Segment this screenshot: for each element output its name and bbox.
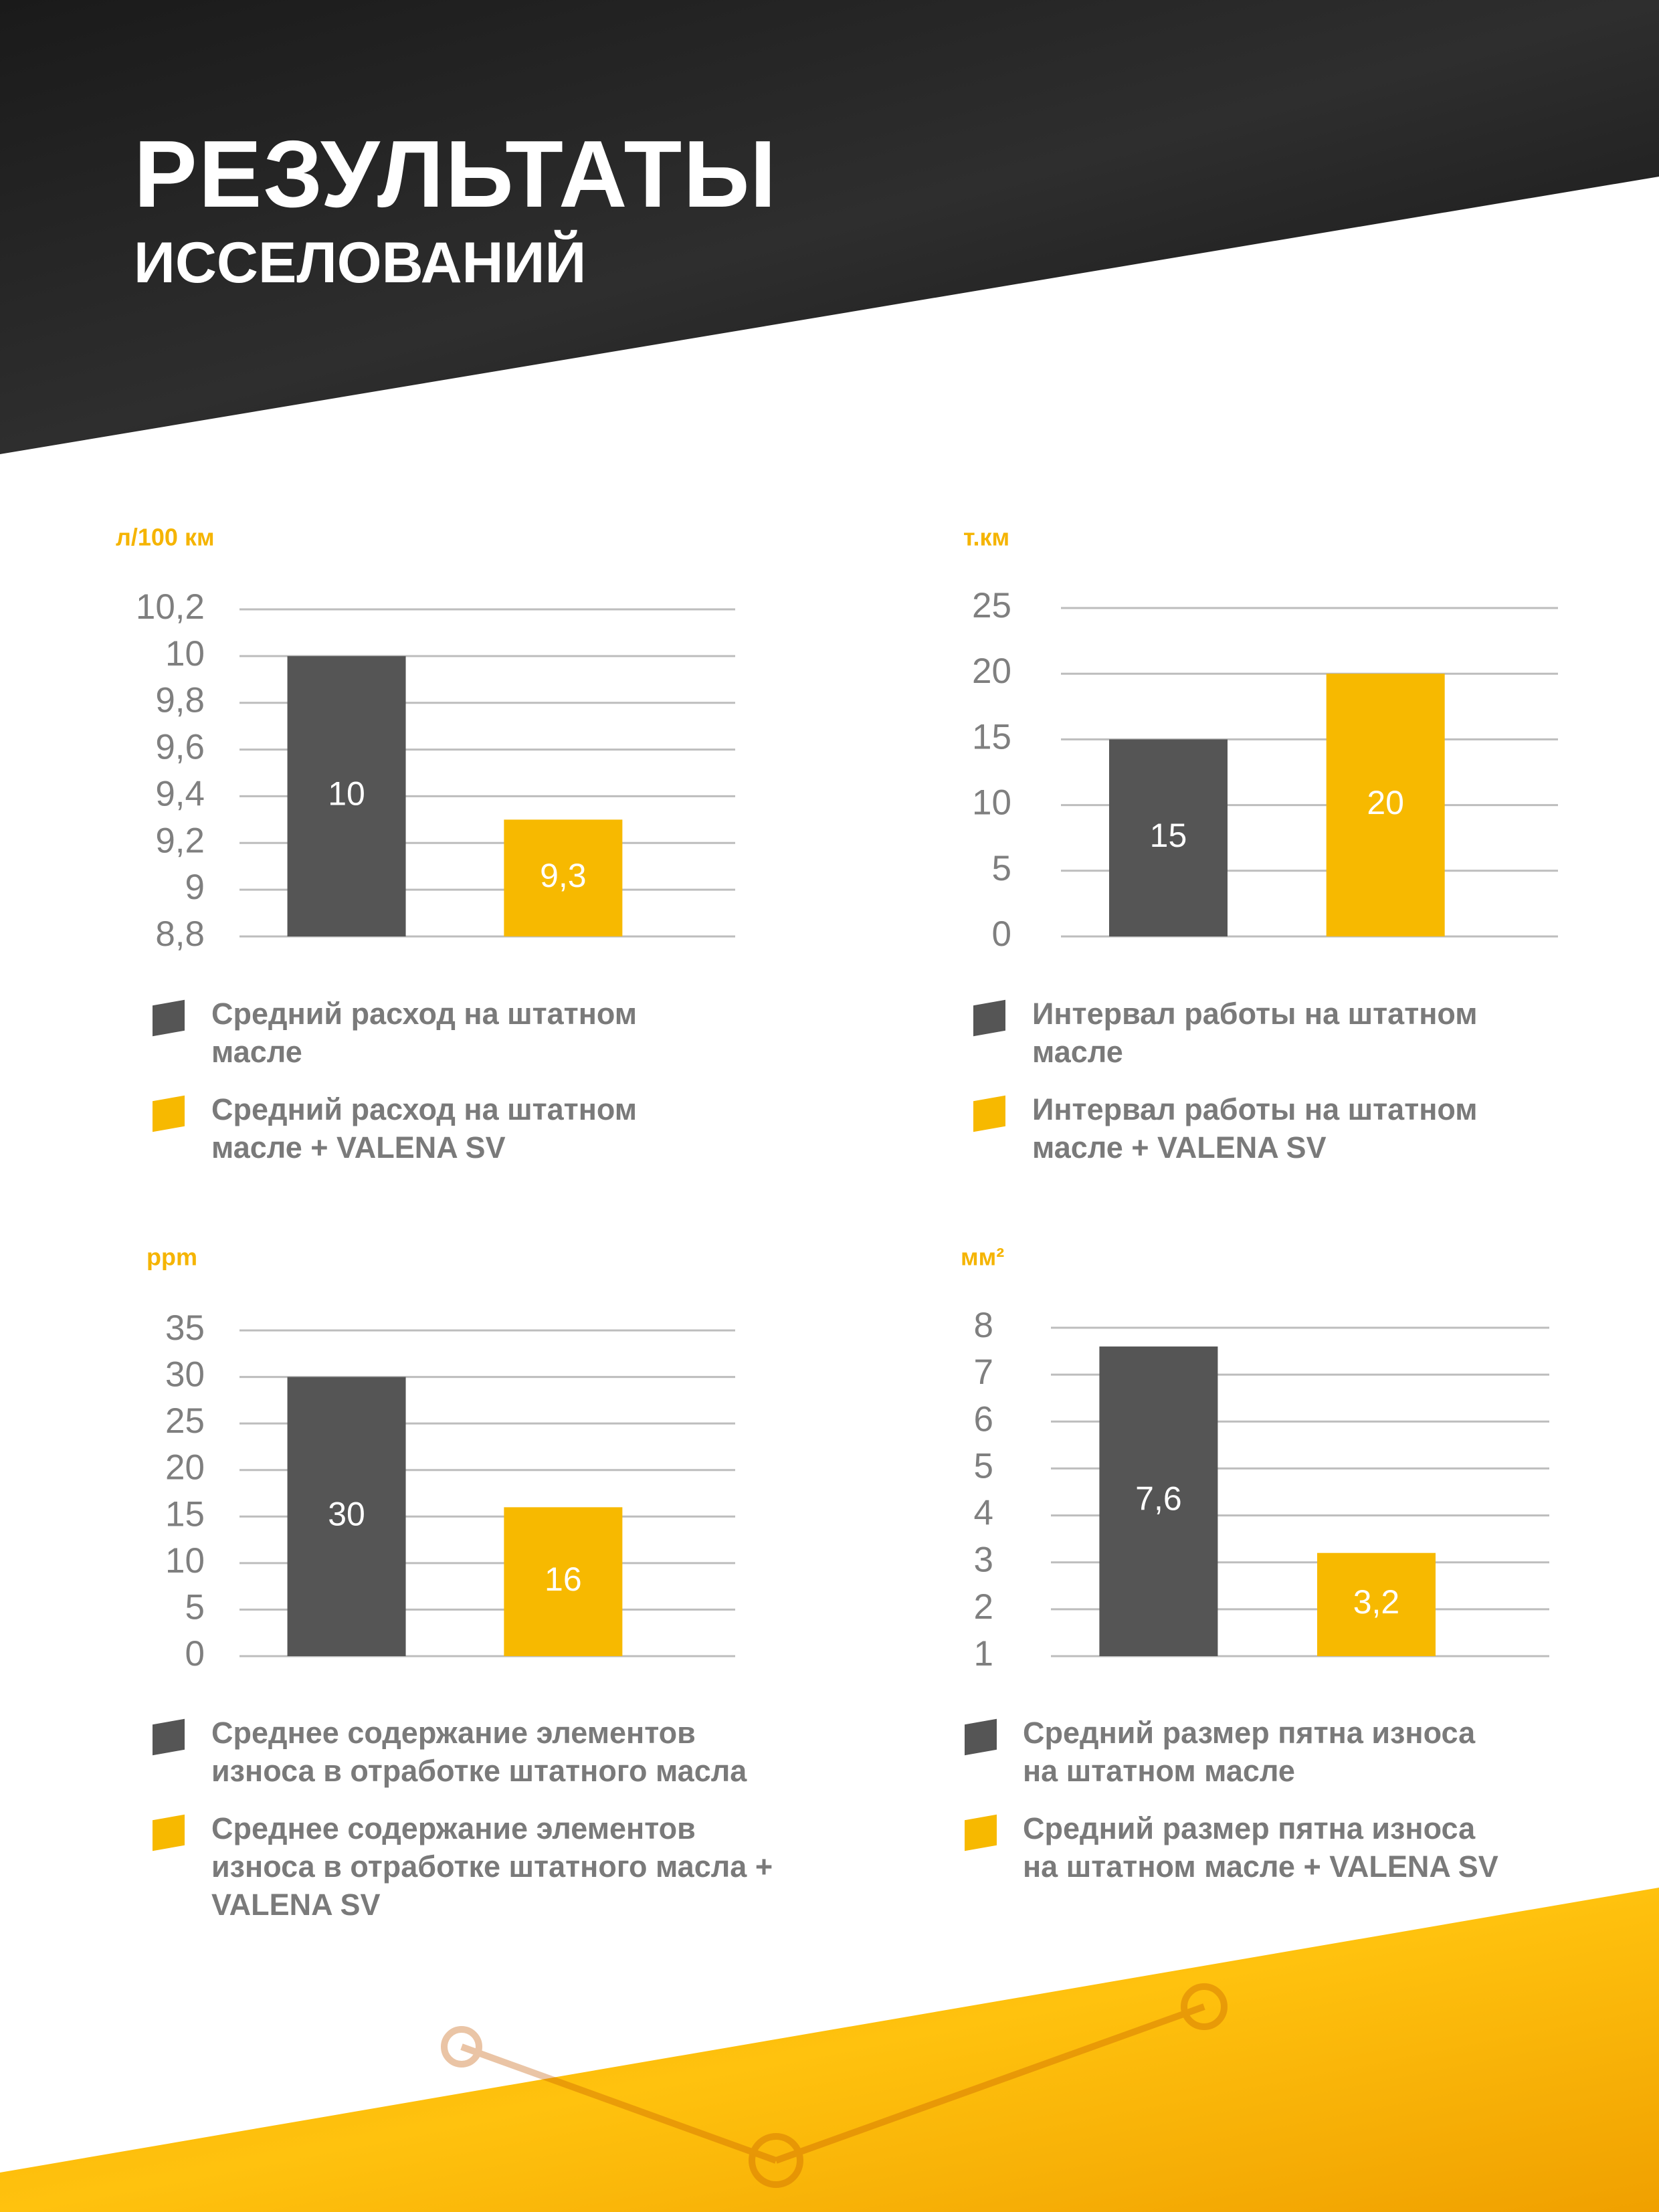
y-tick-label: 5 (185, 1587, 205, 1627)
legend-swatch (973, 1095, 1005, 1132)
molecule-decoration (441, 1983, 1228, 2188)
y-tick-label: 35 (165, 1308, 205, 1348)
bar (287, 1377, 406, 1656)
y-tick-label: 0 (185, 1634, 205, 1674)
legend-label: Интервал работы на штатном масле + VALEN… (1032, 1092, 1478, 1165)
y-tick-label: 9,8 (155, 681, 205, 720)
legend-label: Интервал работы на штатном масле (1032, 997, 1478, 1069)
y-tick-label: 10 (165, 1541, 205, 1581)
legend-swatch (153, 1718, 185, 1756)
y-tick-label: 10 (972, 783, 1011, 823)
y-tick-label: 8 (974, 1306, 993, 1345)
value-label: 16 (545, 1561, 582, 1598)
y-tick-label: 9 (185, 868, 205, 907)
subtitle: ИССЕЛОВАНИЙ (134, 231, 587, 295)
y-tick-label: 10,2 (136, 587, 205, 627)
y-tick-label: 20 (165, 1448, 205, 1488)
bar (504, 819, 623, 936)
y-tick-label: 7 (974, 1352, 993, 1392)
unit-label: т.км (963, 524, 1009, 551)
unit-label: мм² (961, 1243, 1004, 1271)
y-tick-label: 30 (165, 1355, 205, 1395)
legend-label: Среднее содержание элементов износа в от… (211, 1716, 747, 1788)
legend-label: Средний размер пятна износа на штатном м… (1023, 1811, 1498, 1884)
bar (1326, 674, 1445, 936)
title: РЕЗУЛЬТАТЫ (134, 121, 778, 227)
y-tick-label: 20 (972, 651, 1011, 691)
legend-swatch (973, 999, 1005, 1037)
y-tick-label: 0 (992, 914, 1011, 954)
bar (287, 656, 406, 936)
value-label: 3,2 (1353, 1583, 1400, 1621)
legend-label: Средний расход на штатном масле + VALENA… (211, 1092, 638, 1165)
y-tick-label: 25 (165, 1401, 205, 1441)
value-label: 30 (328, 1495, 365, 1532)
y-tick-label: 6 (974, 1399, 993, 1439)
legend-swatch (965, 1814, 997, 1851)
y-tick-label: 15 (972, 717, 1011, 757)
y-tick-label: 2 (974, 1587, 993, 1627)
y-tick-label: 5 (974, 1446, 993, 1486)
y-tick-label: 4 (974, 1494, 993, 1533)
legend-swatch (153, 1095, 185, 1132)
bar (504, 1507, 623, 1656)
legend-label: Средний размер пятна износа на штатном м… (1023, 1716, 1476, 1788)
bar (1099, 1346, 1218, 1656)
y-tick-label: 9,2 (155, 821, 205, 860)
y-tick-label: 1 (974, 1634, 993, 1674)
legend-label: Среднее содержание элементов износа в от… (211, 1811, 773, 1922)
legend-swatch (153, 999, 185, 1037)
bar (1316, 1552, 1436, 1656)
value-label: 15 (1150, 817, 1187, 854)
y-tick-label: 15 (165, 1494, 205, 1534)
legend-swatch (153, 1814, 185, 1851)
header-band (0, 0, 1659, 454)
y-tick-label: 9,6 (155, 728, 205, 767)
legend-label: Средний расход на штатном масле (211, 997, 638, 1069)
value-label: 20 (1367, 784, 1404, 821)
y-tick-label: 5 (992, 849, 1011, 888)
y-tick-label: 25 (972, 586, 1011, 625)
value-label: 7,6 (1135, 1480, 1182, 1518)
bar (1108, 739, 1228, 936)
unit-label: ppm (147, 1243, 197, 1271)
y-tick-label: 3 (974, 1540, 993, 1580)
y-tick-label: 10 (165, 634, 205, 674)
legend-swatch (965, 1718, 997, 1756)
y-tick-label: 8,8 (155, 914, 205, 954)
unit-label: л/100 км (116, 524, 215, 551)
footer-band (0, 1888, 1659, 2212)
y-tick-label: 9,4 (155, 774, 205, 813)
value-label: 10 (328, 775, 365, 813)
value-label: 9,3 (540, 857, 587, 894)
